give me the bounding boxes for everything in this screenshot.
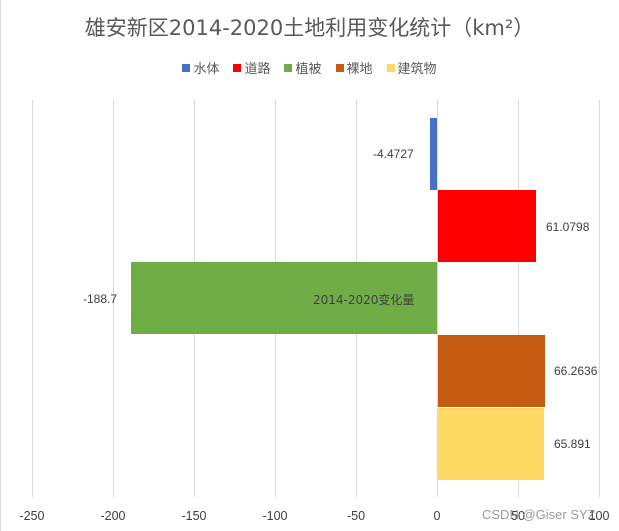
legend-item-bare-land[interactable]: 裸地 <box>335 58 373 77</box>
gridline <box>32 100 33 497</box>
x-tick-label: 0 <box>433 509 441 523</box>
bar-vegetation[interactable] <box>131 262 437 334</box>
gridline <box>113 100 114 497</box>
legend-item-building[interactable]: 建筑物 <box>386 58 437 77</box>
legend-swatch-icon <box>182 63 191 72</box>
legend-label: 裸地 <box>346 62 373 77</box>
value-label-road: 61.0798 <box>546 220 590 234</box>
x-tick-label: -200 <box>100 509 126 523</box>
legend-item-water[interactable]: 水体 <box>182 58 219 77</box>
bar-bare-land[interactable] <box>438 335 545 407</box>
category-label: 2014-2020变化量 <box>313 293 415 307</box>
x-tick-label: -150 <box>181 509 207 523</box>
gridline-zero <box>437 100 438 497</box>
legend-swatch-icon <box>335 63 344 72</box>
bar-building[interactable] <box>438 408 544 480</box>
value-label-water: -4.4727 <box>373 147 414 161</box>
bar-road[interactable] <box>438 190 536 262</box>
gridline <box>518 100 519 497</box>
legend-item-vegetation[interactable]: 植被 <box>284 58 322 77</box>
legend-label: 道路 <box>244 62 271 77</box>
x-tick-label: 100 <box>588 509 610 523</box>
legend-label: 水体 <box>193 62 220 77</box>
legend-item-road[interactable]: 道路 <box>233 58 270 77</box>
x-tick-label: -250 <box>19 509 45 523</box>
chart-border <box>0 0 1 531</box>
legend-label: 建筑物 <box>397 62 437 77</box>
legend-swatch-icon <box>386 63 395 72</box>
gridline <box>599 100 600 497</box>
legend-swatch-icon <box>233 63 242 72</box>
value-label-bare-land: 66.2636 <box>554 364 598 378</box>
x-tick-label: -100 <box>262 509 288 523</box>
legend-label: 植被 <box>295 62 322 77</box>
bar-water[interactable] <box>430 118 437 190</box>
value-label-vegetation: -188.7 <box>83 292 118 306</box>
x-tick-label: -50 <box>346 509 366 523</box>
value-label-building: 65.891 <box>554 437 591 451</box>
legend: 水体 道路 植被 裸地 建筑物 <box>0 58 619 77</box>
x-tick-label: 50 <box>511 509 525 523</box>
legend-swatch-icon <box>284 63 293 72</box>
watermark: CSDN @Giser SYZ <box>482 507 596 522</box>
chart-title: 雄安新区2014-2020土地利用变化统计（km²） <box>84 16 535 40</box>
